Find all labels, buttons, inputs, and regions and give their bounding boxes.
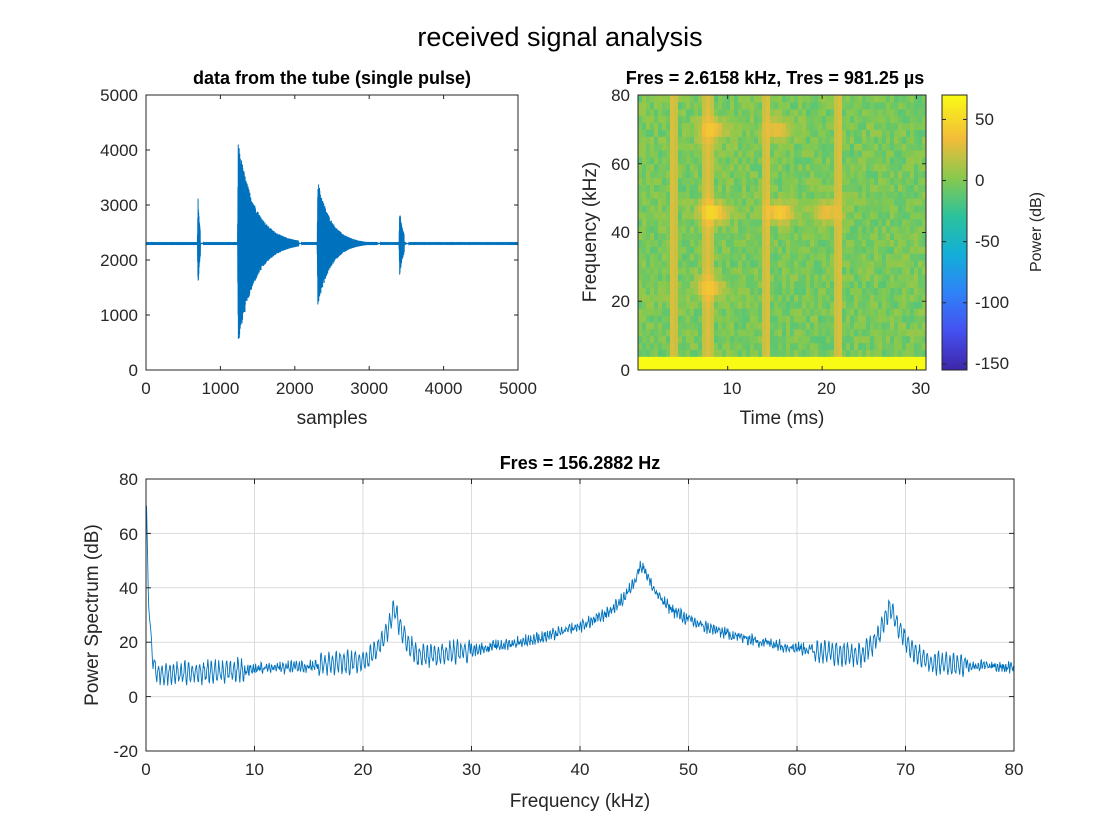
- spectrum-xtick-60: 60: [788, 760, 807, 779]
- spectrum-xtick-20: 20: [354, 760, 373, 779]
- signal-y-ticks: 0 1000 2000 3000 4000 5000: [100, 86, 138, 380]
- spectrogram-title: Fres = 2.6158 kHz, Tres = 981.25 µs: [626, 68, 925, 88]
- signal-trace: [145, 144, 519, 339]
- spectrum-xtick-30: 30: [462, 760, 481, 779]
- signal-panel: data from the tube (single pulse) 0 1000…: [100, 68, 537, 429]
- spectrogram-ytick-40: 40: [611, 223, 630, 242]
- spectrogram-xtick-20: 20: [817, 379, 836, 398]
- spectrum-x-ticks: 0 10 20 30 40 50 60 70 80: [141, 478, 1024, 779]
- spectrum-xtick-80: 80: [1005, 760, 1024, 779]
- colorbar-tick-minus50: -50: [975, 232, 1000, 251]
- spectrogram-ytick-60: 60: [611, 155, 630, 174]
- spectrogram-ytick-80: 80: [611, 86, 630, 105]
- spectrum-ytick-60: 60: [119, 525, 138, 544]
- signal-line: [145, 144, 519, 339]
- spectrogram-ylabel: Frequency (kHz): [580, 162, 601, 302]
- spectrum-y-ticks: -20 0 20 40 60 80: [113, 470, 138, 761]
- signal-ytick-5: 5000: [100, 86, 138, 105]
- colorbar-tick-50: 50: [975, 110, 994, 129]
- spectrum-ytick-20: 20: [119, 633, 138, 652]
- spectrum-ytick-minus20: -20: [113, 742, 138, 761]
- spectrum-title: Fres = 156.2882 Hz: [500, 453, 661, 473]
- signal-xtick-1: 1000: [201, 379, 239, 398]
- colorbar-tick-minus100: -100: [975, 293, 1009, 312]
- signal-xlabel: samples: [297, 408, 368, 429]
- spectrogram-xlabel: Time (ms): [740, 408, 825, 429]
- signal-xtick-2: 2000: [276, 379, 314, 398]
- spectrum-ytick-40: 40: [119, 579, 138, 598]
- spectrum-xlabel: Frequency (kHz): [510, 791, 650, 812]
- spectrum-xtick-50: 50: [679, 760, 698, 779]
- colorbar-tick-minus150: -150: [975, 354, 1009, 373]
- signal-title: data from the tube (single pulse): [193, 68, 471, 88]
- spectrum-xtick-40: 40: [571, 760, 590, 779]
- spectrum-xtick-0: 0: [141, 760, 150, 779]
- spectrogram-xtick-10: 10: [723, 379, 742, 398]
- colorbar: [942, 95, 967, 370]
- signal-xtick-5: 5000: [499, 379, 537, 398]
- spectrogram-ytick-0: 0: [621, 361, 630, 380]
- signal-xtick-0: 0: [141, 379, 150, 398]
- signal-ytick-4: 4000: [100, 141, 138, 160]
- spectrogram-panel: Fres = 2.6158 kHz, Tres = 981.25 µs 10 2…: [580, 68, 1045, 429]
- signal-ytick-2: 2000: [100, 251, 138, 270]
- colorbar-ticks: 50 0 -50 -100 -150: [942, 110, 1009, 373]
- spectrum-xtick-70: 70: [896, 760, 915, 779]
- spectrum-grid: [146, 479, 1014, 751]
- spectrogram-y-ticks: 0 20 40 60 80: [611, 86, 630, 380]
- signal-x-ticks: 0 1000 2000 3000 4000 5000: [141, 94, 537, 398]
- spectrogram-ytick-20: 20: [611, 292, 630, 311]
- spectrum-trace: [146, 505, 1015, 686]
- colorbar-tick-0: 0: [975, 171, 984, 190]
- spectrum-ylabel: Power Spectrum (dB): [82, 524, 103, 706]
- spectrum-ytick-80: 80: [119, 470, 138, 489]
- spectrum-xtick-10: 10: [245, 760, 264, 779]
- spectrogram-image: [638, 95, 926, 370]
- spectrogram-xtick-30: 30: [911, 379, 930, 398]
- spectrogram-x-ticks: 10 20 30: [638, 94, 930, 398]
- signal-ytick-3: 3000: [100, 196, 138, 215]
- signal-axes-box: [145, 94, 519, 371]
- spectrum-panel: Fres = 156.2882 Hz 0 10 20 30 40 50 60 7…: [82, 453, 1023, 812]
- signal-xtick-4: 4000: [425, 379, 463, 398]
- signal-ytick-1: 1000: [100, 306, 138, 325]
- signal-ytick-0: 0: [129, 361, 138, 380]
- signal-xtick-3: 3000: [350, 379, 388, 398]
- figure-suptitle: received signal analysis: [417, 22, 702, 52]
- spectrum-ytick-0: 0: [129, 688, 138, 707]
- colorbar-label: Power (dB): [1028, 192, 1045, 272]
- colorbar-box: [941, 94, 968, 371]
- spectrum-line: [146, 505, 1015, 686]
